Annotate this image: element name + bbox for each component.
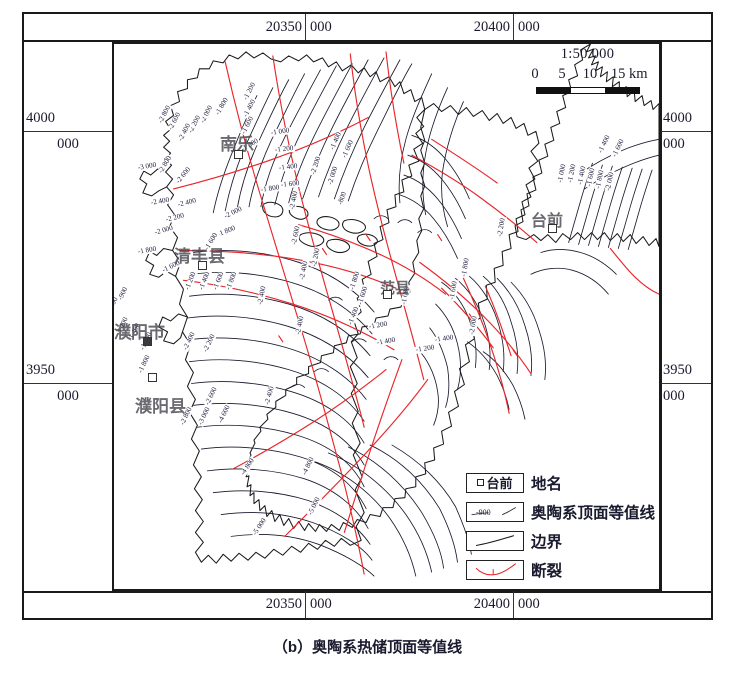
coord-label-right-000-a: 000 <box>663 136 685 152</box>
boundary-central-polygon <box>245 103 540 532</box>
fault-taiqian <box>609 247 659 295</box>
place-marker-1[interactable] <box>198 261 207 270</box>
fault-n-2 <box>385 51 405 164</box>
coordinate-ruler-top: 20350 000 20400 000 <box>24 14 711 41</box>
boundary-inclusion-4 <box>342 219 366 234</box>
legend-item-boundary[interactable]: 边界 <box>466 526 654 555</box>
contour-sample-icon <box>471 506 516 515</box>
fault-ne-2 <box>431 138 498 184</box>
legend-label-boundary: 边界 <box>531 533 563 551</box>
coordinate-ruler-bottom: 20350 000 20400 000 <box>24 591 711 618</box>
place-label-3[interactable]: 濮阳县 <box>135 397 186 416</box>
coord-label-bottom-000-b: 000 <box>518 596 540 612</box>
ruler-tick-top-1 <box>305 14 307 41</box>
scale-segment-2 <box>570 88 605 93</box>
fault-line-symbol <box>466 559 524 580</box>
coord-label-right-3950: 3950 <box>663 362 692 378</box>
legend-place-sample: 台前 <box>486 476 513 491</box>
coord-label-top-000-a: 000 <box>310 19 332 35</box>
fault-s-1 <box>343 359 403 533</box>
place-marker-icon <box>477 479 485 486</box>
scale-tick-labels: 0 5 10 15 km <box>510 66 665 84</box>
boundary-inclusion-7 <box>356 233 378 247</box>
coord-label-left-3950: 3950 <box>26 362 55 378</box>
legend-item-place-name[interactable]: 台前 地名 <box>466 468 654 497</box>
fault-e-1 <box>419 261 532 375</box>
boundary-inclusion-3 <box>316 216 340 231</box>
boundary-inclusion-2 <box>288 205 309 220</box>
scale-tick-15km: 15 km <box>610 66 648 82</box>
coord-label-right-000-b: 000 <box>663 388 685 404</box>
ruler-tick-right-2 <box>661 383 711 385</box>
coord-label-top-20350: 20350 <box>265 19 302 35</box>
place-marker-2[interactable] <box>143 337 152 346</box>
place-label-2[interactable]: 濮阳市 <box>114 323 165 342</box>
fault-sw-1 <box>232 369 387 470</box>
place-marker-0[interactable] <box>234 150 243 159</box>
coord-label-top-000-b: 000 <box>518 19 540 35</box>
place-label-layer: 南乐 清丰县 濮阳市 濮阳县 范县 台前 <box>114 44 659 589</box>
contour-line-symbol: -900 <box>466 501 524 522</box>
figure-caption: （b）奥陶系热储顶面等值线 <box>272 639 463 656</box>
scale-segment-3 <box>604 88 639 93</box>
fault-sample-icon <box>475 562 517 575</box>
coord-label-bottom-000-a: 000 <box>310 596 332 612</box>
fault-diag-4 <box>298 224 447 295</box>
coord-label-left-000-b: 000 <box>57 388 79 404</box>
map-panel[interactable]: -1 200 -1 400 -1 600 -1 800 -1 000 -1 200 -1 4… <box>112 42 661 591</box>
fault-fan-1 <box>462 277 510 414</box>
scale-tick-10: 10 <box>582 66 598 82</box>
legend-item-contour[interactable]: -900 奥陶系顶面等值线 <box>466 497 656 526</box>
scale-segment-1 <box>536 88 571 93</box>
scale-tick-0: 0 <box>531 66 539 82</box>
coord-label-bottom-20350: 20350 <box>265 596 302 612</box>
legend-label-place-name: 地名 <box>531 475 563 493</box>
fault-ne-1 <box>411 154 538 244</box>
coord-label-bottom-20400: 20400 <box>473 596 510 612</box>
boundary-sample-icon <box>476 534 515 546</box>
place-label-0[interactable]: 南乐 <box>220 135 254 154</box>
coord-label-top-20400: 20400 <box>473 19 510 35</box>
ruler-tick-right-1 <box>661 131 711 133</box>
contour-layer <box>187 57 659 577</box>
place-marker-4[interactable] <box>383 290 392 299</box>
place-marker-3[interactable] <box>148 373 157 382</box>
fault-nw-2 <box>272 55 365 428</box>
legend-label-contour: 奥陶系顶面等值线 <box>531 504 656 522</box>
boundary-east-polygon <box>514 44 659 248</box>
scale-tick-5: 5 <box>558 66 566 82</box>
place-label-1[interactable]: 清丰县 <box>174 247 225 266</box>
map-legend: 台前 地名 -900 奥陶系顶面等值线 边界 <box>466 468 656 584</box>
boundary-inclusion-6 <box>326 238 351 254</box>
ruler-tick-bottom-2 <box>513 591 515 618</box>
scale-bar-graphic <box>535 87 640 94</box>
ruler-tick-left-1 <box>24 131 112 133</box>
coord-label-right-4000: 4000 <box>663 110 692 126</box>
legend-item-fault[interactable]: 断裂 <box>466 555 654 584</box>
place-name-symbol: 台前 <box>466 472 524 493</box>
ruler-tick-left-2 <box>24 383 112 385</box>
coord-label-left-000-a: 000 <box>57 136 79 152</box>
legend-label-fault: 断裂 <box>531 562 563 580</box>
ruler-tick-top-2 <box>513 14 515 41</box>
ruler-divider-top <box>24 40 711 42</box>
map-graphic <box>139 44 659 577</box>
scale-ratio-label: 1:50 000 <box>560 46 615 62</box>
boundary-west-inlet-c <box>158 313 188 345</box>
boundary-line-symbol <box>466 530 524 551</box>
legend-contour-sample: -900 <box>476 507 491 517</box>
fault-n-1 <box>349 53 425 381</box>
place-label-5[interactable]: 台前 <box>531 213 564 230</box>
place-marker-5[interactable] <box>548 224 557 233</box>
ruler-divider-bottom <box>24 591 711 593</box>
ruler-tick-bottom-1 <box>305 591 307 618</box>
coord-label-left-4000: 4000 <box>26 110 55 126</box>
fault-fan-2 <box>484 285 512 357</box>
boundary-layer <box>139 44 659 564</box>
scale-bar: 1:50 000 0 5 10 15 km <box>510 46 665 94</box>
